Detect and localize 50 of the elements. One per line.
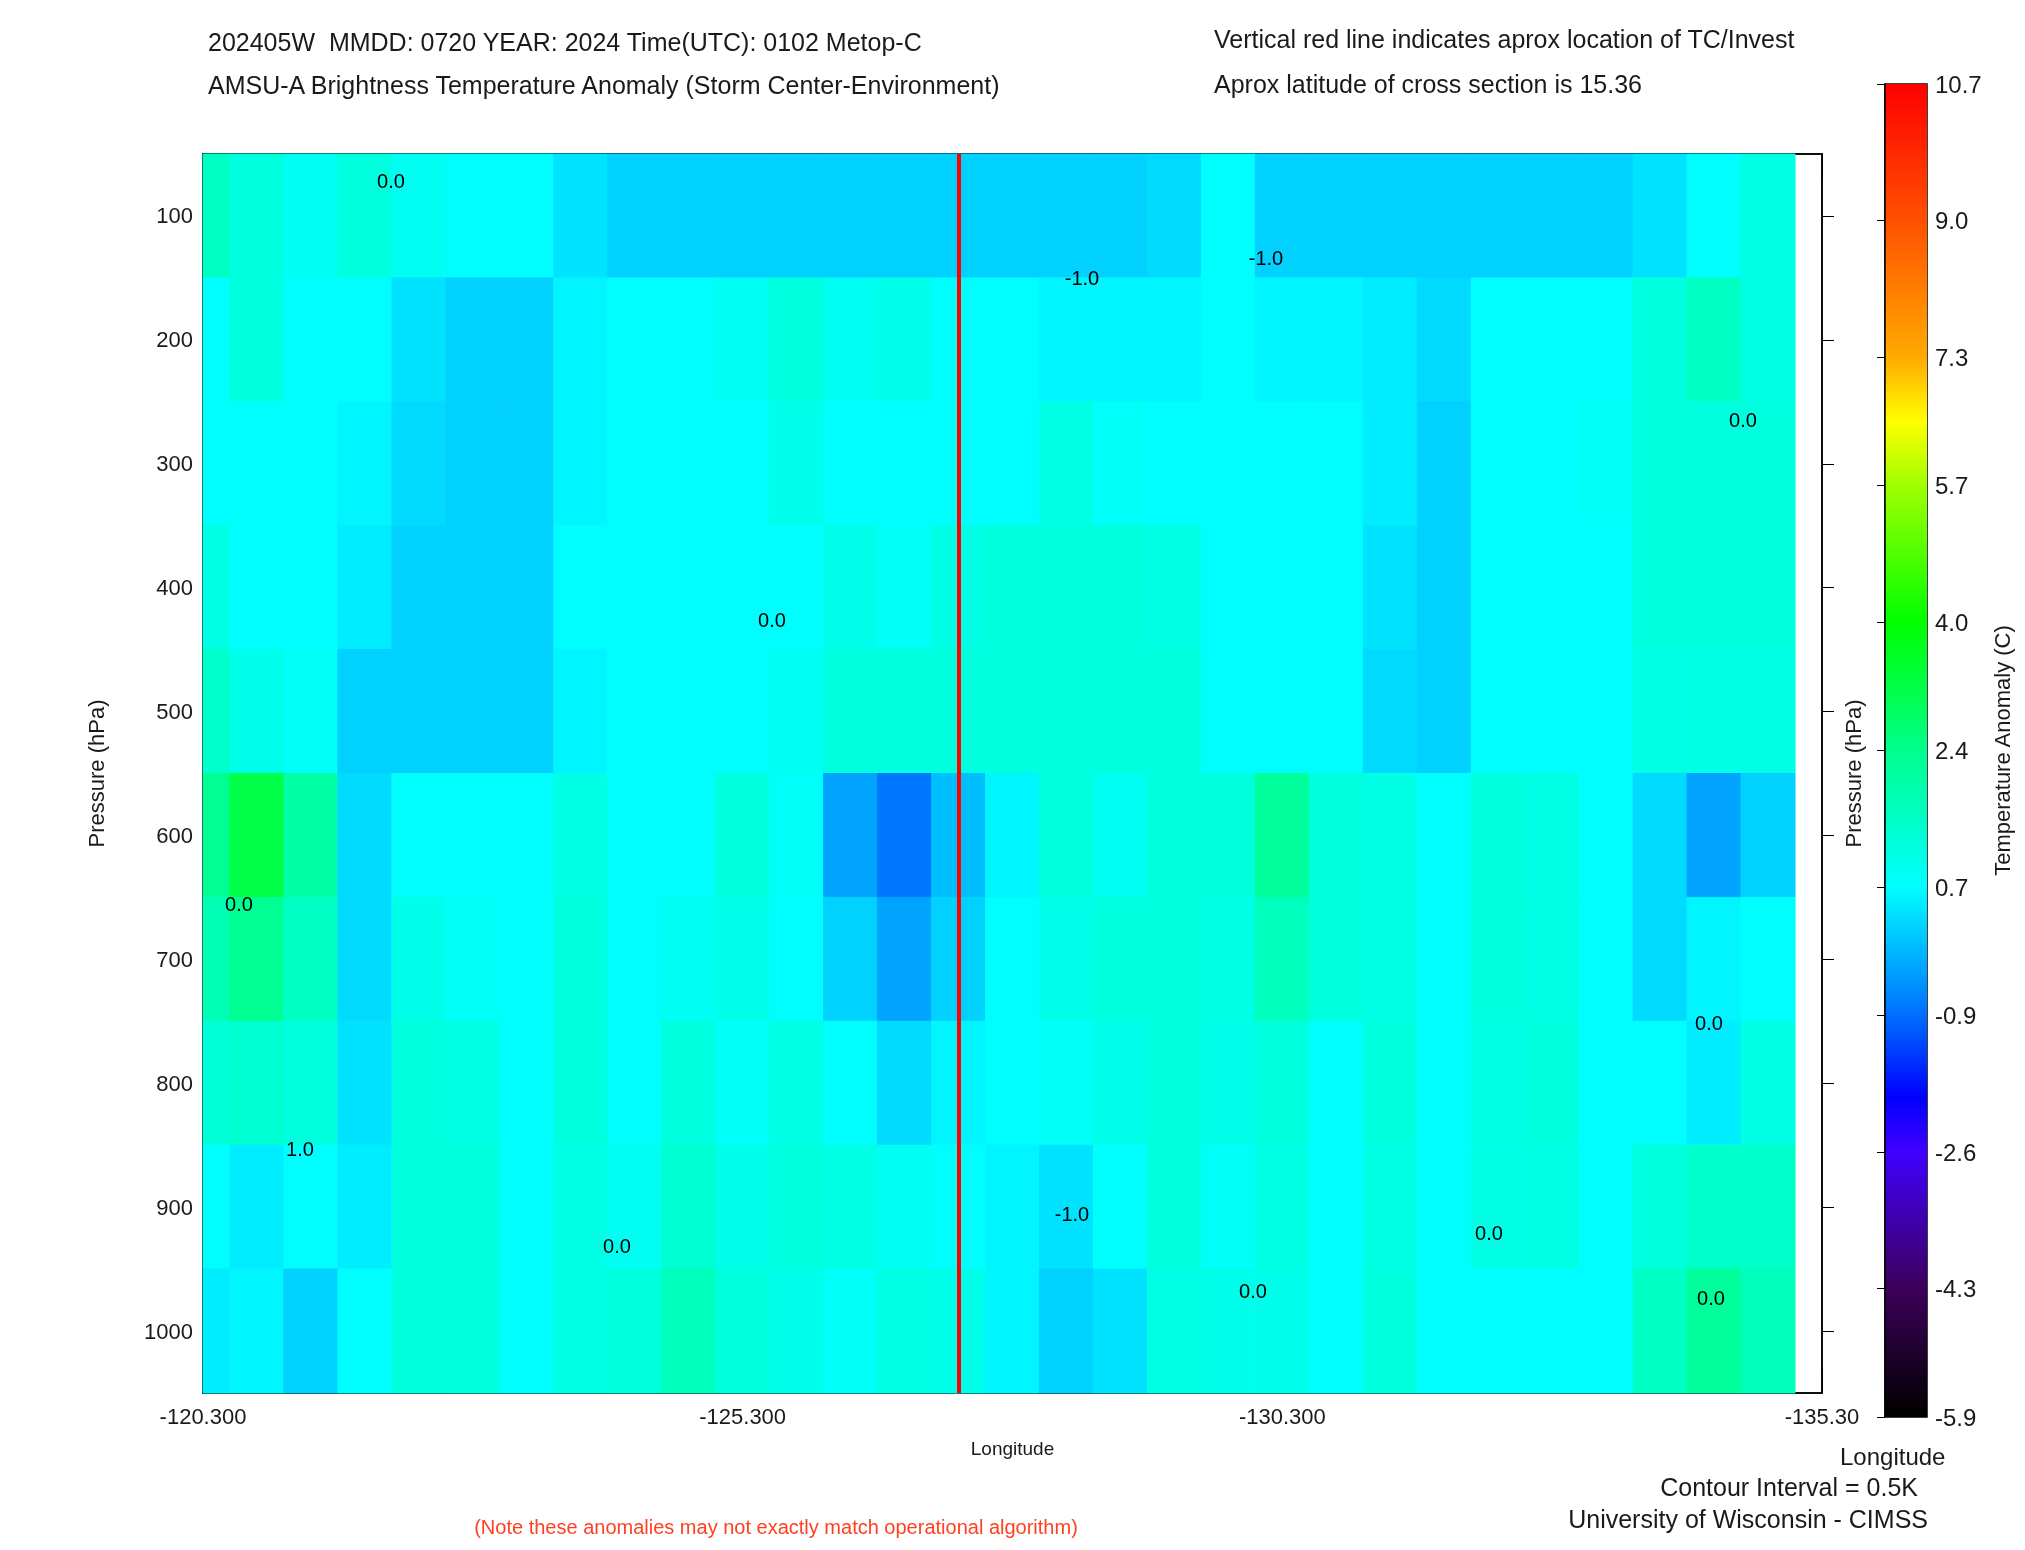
annotation: 0.0	[1695, 1012, 1723, 1034]
annotation: -1.0	[1054, 1203, 1090, 1225]
y-tick-label: 500	[156, 699, 193, 725]
y2-axis-title: Pressure (hPa)	[1840, 699, 1866, 848]
annotation: 0.0	[603, 1235, 631, 1257]
y-tick-label: 600	[156, 822, 193, 848]
color-bar-label: 7.3	[1935, 343, 1969, 371]
annotation: 0.0	[225, 893, 253, 915]
text: University of Wisconsin - CIMSS	[1568, 1505, 1928, 1533]
chart-title: 202405W MMDD: 0720 YEAR: 2024 Time(UTC): 0102 Metop-C	[208, 27, 922, 56]
color-bar-label: -5.9	[1935, 1403, 1977, 1431]
y-axis-title: Pressure (hPa)	[83, 699, 109, 848]
x-tick-label: -130.300	[1238, 1403, 1326, 1429]
color-bar-label: 10.7	[1935, 70, 1982, 98]
annotation: 0.0	[758, 609, 786, 631]
y-tick-label: 200	[156, 327, 193, 353]
annotation: 0.0	[1239, 1280, 1267, 1302]
text: Aprox latitude of cross section is 15.36	[1214, 70, 1643, 98]
x-tick-label: -135.30	[1784, 1403, 1860, 1429]
text: Longitude	[1840, 1442, 1946, 1470]
x-axis-title: Longitude	[970, 1438, 1055, 1459]
annotation: 1.0	[286, 1138, 314, 1160]
x-tick-label: -120.300	[159, 1403, 247, 1429]
annotation: -1.0	[1064, 267, 1100, 289]
y-tick-label: 700	[156, 946, 193, 972]
text: Contour Interval = 0.5K	[1660, 1473, 1919, 1501]
color-bar-label: -0.9	[1935, 1001, 1977, 1029]
y-tick-label: 1000	[144, 1318, 193, 1344]
color-bar-label: 4.0	[1935, 608, 1969, 636]
annotation: 0.0	[1475, 1222, 1503, 1244]
x-tick-label: -125.300	[699, 1403, 787, 1429]
color-bar-label: -4.3	[1935, 1275, 1977, 1303]
text: Vertical red line indicates aprox location of TC/Invest	[1214, 25, 1795, 53]
y-tick-label: 900	[156, 1194, 193, 1220]
text: (Note these anomalies may not exactly match operational algorithm)	[474, 1516, 1078, 1538]
annotation: 0.0	[1729, 409, 1757, 431]
y-tick-label: 100	[156, 203, 193, 229]
color-bar-label: 5.7	[1935, 472, 1969, 500]
annotation: -1.0	[1248, 247, 1284, 269]
y-tick-label: 800	[156, 1070, 193, 1096]
y-tick-label: 300	[156, 451, 193, 477]
annotation: 0.0	[377, 170, 405, 192]
y-tick-label: 400	[156, 575, 193, 601]
color-bar-label: 2.4	[1935, 737, 1969, 764]
annotation: 0.0	[1697, 1287, 1725, 1309]
color-bar-label: -2.6	[1935, 1138, 1977, 1166]
chart-subtitle: AMSU-A Brightness Temperature Anomaly (Storm Center-Environment)	[208, 70, 1000, 99]
color-bar-label: 9.0	[1935, 207, 1969, 235]
color-bar-title: Temperature Anomaly (C)	[1989, 625, 2015, 876]
color-bar-label: 0.7	[1935, 873, 1969, 901]
